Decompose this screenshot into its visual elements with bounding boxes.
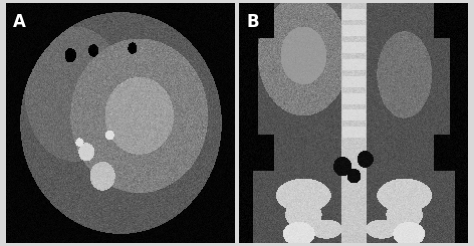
Text: B: B [246,13,259,31]
Text: A: A [12,13,26,31]
